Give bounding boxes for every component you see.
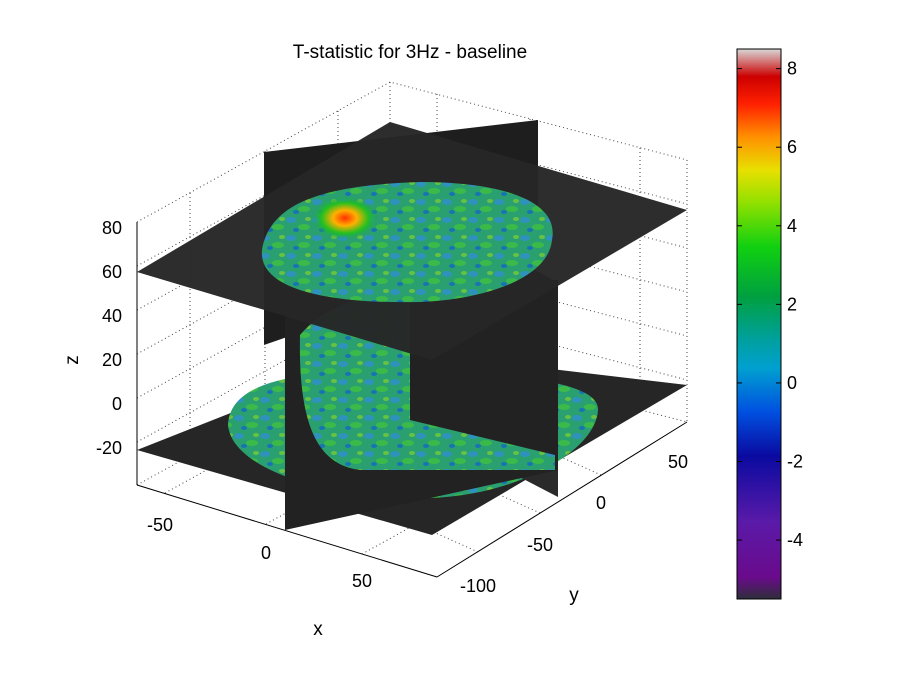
x-tick-label: -50 [147,515,173,535]
heatmap-sagittal [299,296,555,470]
y-ticks: -100 -50 0 50 [460,452,688,596]
grid-line [136,257,688,399]
x-axis-line [136,484,438,578]
x-ticks: -50 0 50 [147,515,372,591]
y-tick-label: 0 [596,493,606,513]
colorbar: 8 6 4 2 0 -2 -4 [736,48,803,600]
chart-title: T-statistic for 3Hz - baseline [293,42,527,63]
z-tick-label: 40 [102,306,122,326]
y-tick-label: -50 [527,535,553,555]
colorbar-ticks: 8 6 4 2 0 -2 -4 [737,59,803,550]
colorbar-tick-label: 2 [787,294,797,314]
colorbar-tick-label: -4 [787,530,803,550]
y-axis-label: y [569,585,579,606]
colorbar-tick-label: 6 [787,137,797,157]
z-tick-label: 0 [112,394,122,414]
z-ticks: 80 60 40 20 0 -20 [96,218,122,458]
hotspot-axial-top [311,196,379,240]
z-axis-label: z [62,355,83,365]
x-axis-label: x [313,619,323,640]
y-axis-line [436,421,688,578]
axial-slice-top [137,122,687,360]
x-tick-label: 50 [352,571,372,591]
z-tick-label: -20 [96,438,122,458]
colorbar-tick-label: 0 [787,373,797,393]
grid-line [136,125,688,267]
colorbar-tick-label: 8 [787,59,797,79]
colorbar-tick-label: 4 [787,216,797,236]
y-tick-label: -100 [460,576,496,596]
x-tick-label: 0 [261,543,271,563]
y-tick-label: 50 [668,452,688,472]
z-tick-label: 60 [102,262,122,282]
z-tick-label: 20 [102,350,122,370]
z-tick-label: 80 [102,218,122,238]
grid-line [136,81,688,223]
colorbar-gradient [736,48,782,600]
colorbar-tick-label: -2 [787,452,803,472]
grid-line [136,301,688,443]
grid-line [136,213,688,355]
